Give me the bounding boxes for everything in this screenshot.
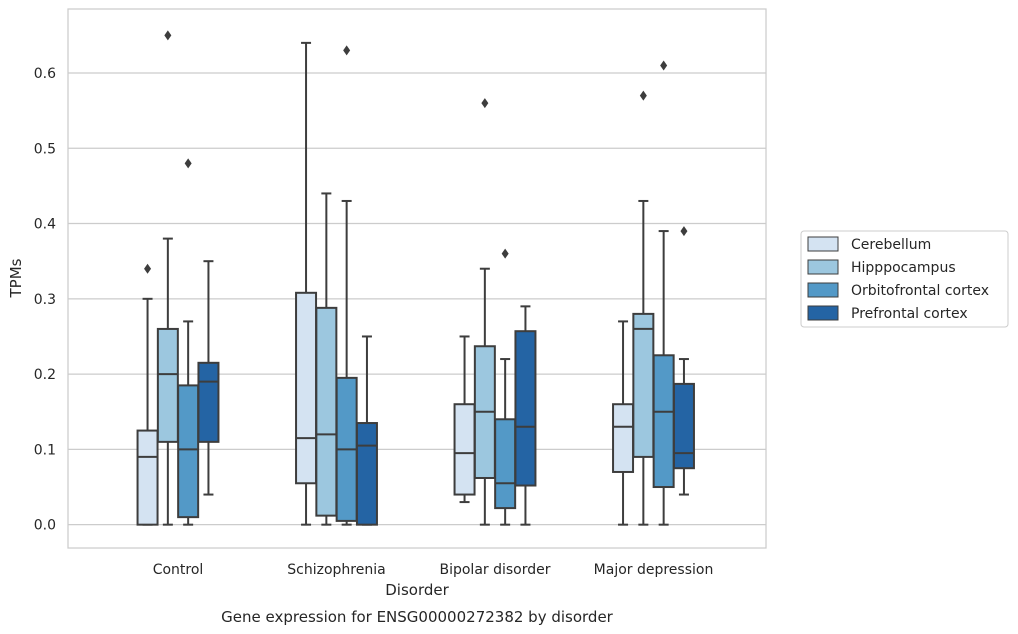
box-hipppocampus — [156, 30, 179, 526]
iqr-box — [295, 291, 318, 485]
x-tick-label: Schizophrenia — [287, 562, 385, 578]
x-tick-label: Major depression — [594, 562, 714, 578]
y-tick-label: 0.3 — [34, 292, 56, 308]
box-orbitofrontal-cortex — [335, 45, 358, 526]
box-cerebellum — [295, 41, 318, 526]
legend-swatch — [807, 259, 839, 275]
box-cerebellum — [453, 335, 476, 504]
iqr-box — [612, 403, 635, 473]
outlier-point — [501, 248, 509, 259]
iqr-box — [177, 384, 200, 519]
outlier-point — [164, 30, 172, 41]
iqr-box — [632, 312, 655, 458]
outlier-point — [343, 45, 351, 56]
box-hipppocampus — [632, 90, 655, 526]
iqr-box — [514, 330, 537, 487]
y-tick-label: 0.2 — [34, 367, 56, 383]
box-cerebellum — [136, 263, 159, 526]
outlier-point — [184, 158, 192, 169]
legend-frame — [800, 230, 1009, 328]
iqr-box — [315, 306, 338, 517]
iqr-box — [672, 382, 695, 470]
legend: Cerebellum Hipppocampus Orbitofrontal cort… — [800, 230, 1009, 328]
y-tick-labels: 0.0 0.1 0.2 0.3 0.4 0.5 0.6 — [34, 66, 56, 534]
legend-swatch — [807, 282, 839, 298]
outlier-point — [144, 263, 152, 274]
box-orbitofrontal-cortex — [177, 158, 200, 526]
legend-entry: Orbitofrontal cortex — [851, 283, 989, 299]
outlier-point — [660, 60, 668, 71]
iqr-box — [652, 354, 675, 489]
y-tick-label: 0.5 — [34, 141, 56, 157]
chart-title: Gene expression for ENSG00000272382 by d… — [221, 608, 614, 626]
box-prefrontal-cortex — [672, 226, 695, 496]
y-tick-label: 0.4 — [34, 217, 56, 233]
x-tick-label: Bipolar disorder — [439, 562, 550, 578]
outlier-point — [481, 98, 489, 109]
box-hipppocampus — [473, 98, 496, 526]
box-orbitofrontal-cortex — [652, 60, 675, 526]
legend-swatch — [807, 236, 839, 252]
y-tick-label: 0.0 — [34, 518, 56, 534]
outlier-point — [680, 226, 688, 237]
iqr-box — [453, 403, 476, 496]
box-prefrontal-cortex — [355, 335, 378, 526]
x-tick-label: Control — [153, 562, 204, 578]
plot-frame — [67, 8, 767, 549]
legend-entry: Prefrontal cortex — [851, 306, 968, 322]
x-tick-labels: Control Schizophrenia Bipolar disorder Majo… — [153, 562, 714, 578]
box-prefrontal-cortex — [197, 260, 220, 496]
box-prefrontal-cortex — [514, 305, 537, 526]
y-tick-label: 0.1 — [34, 442, 56, 458]
iqr-box — [355, 422, 378, 526]
outlier-point — [639, 90, 647, 101]
iqr-box — [156, 327, 179, 443]
boxes — [136, 30, 695, 526]
iqr-box — [494, 418, 517, 510]
legend-swatch — [807, 305, 839, 321]
box-orbitofrontal-cortex — [494, 248, 517, 526]
iqr-box — [136, 429, 159, 526]
legend-entry: Cerebellum — [851, 237, 931, 253]
y-axis-title: TPMs — [7, 258, 25, 298]
box-hipppocampus — [315, 192, 338, 526]
y-tick-label: 0.6 — [34, 66, 56, 82]
box-cerebellum — [612, 320, 635, 526]
x-axis-title: Disorder — [385, 581, 449, 599]
legend-entry: Hipppocampus — [851, 260, 956, 276]
iqr-box — [197, 361, 220, 443]
